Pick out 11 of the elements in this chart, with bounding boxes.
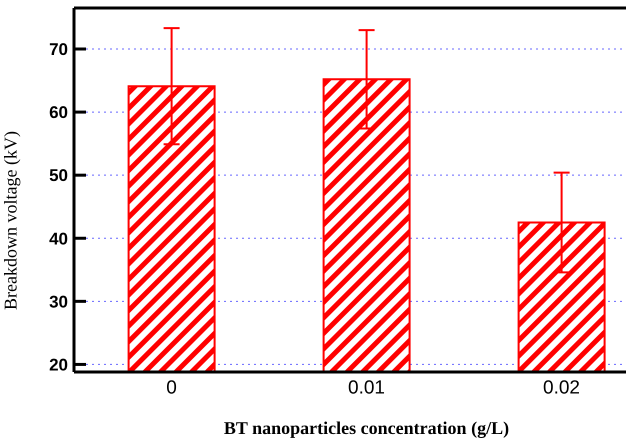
y-tick-label: 40 bbox=[49, 229, 68, 248]
y-tick-label: 20 bbox=[49, 355, 68, 374]
y-tick-label: 60 bbox=[49, 103, 68, 122]
y-axis-title: Breakdown voltage (kV) bbox=[0, 131, 20, 310]
x-axis-title: BT nanoparticles concentration (g/L) bbox=[224, 418, 510, 438]
y-tick-label: 70 bbox=[49, 40, 68, 60]
y-tick-label: 50 bbox=[49, 166, 68, 186]
y-tick-label: 30 bbox=[49, 292, 68, 312]
x-tick-label: 0 bbox=[166, 377, 177, 398]
x-tick-label: 0.02 bbox=[543, 377, 580, 398]
x-tick-label: 0.01 bbox=[348, 377, 385, 398]
